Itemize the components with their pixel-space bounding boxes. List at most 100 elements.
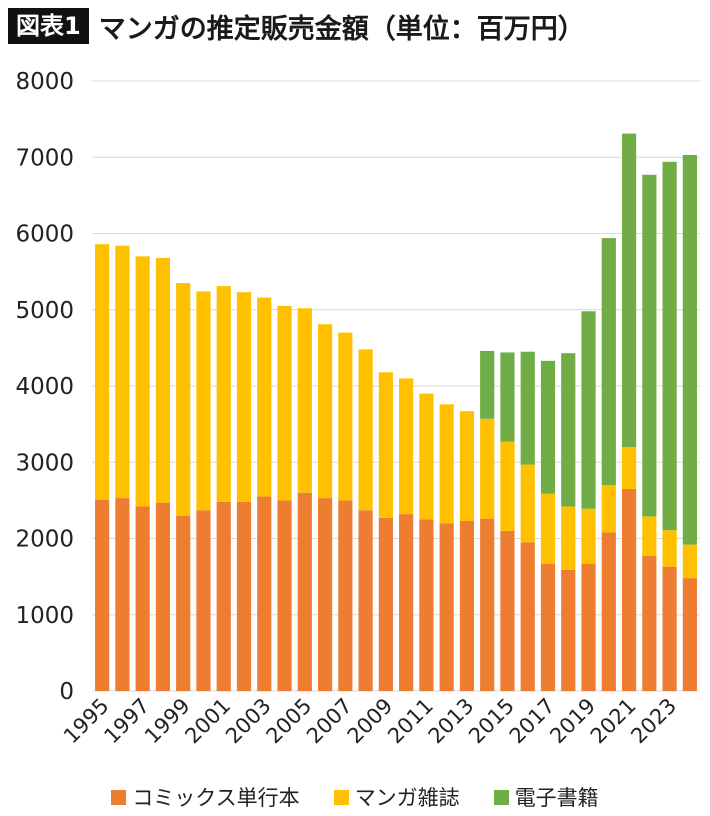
bar-magazines-2016 xyxy=(520,464,535,543)
bar-comics-2008 xyxy=(358,510,373,691)
title-row: 図表1 マンガの推定販売金額（単位：百万円） xyxy=(8,6,585,46)
bar-ebooks-2017 xyxy=(540,360,556,494)
y-tick-label: 3000 xyxy=(15,450,74,476)
x-tick-label: 2013 xyxy=(424,694,479,749)
bar-ebooks-2019 xyxy=(581,311,596,509)
bar-comics-2018 xyxy=(561,569,576,691)
bar-magazines-2003 xyxy=(257,297,272,497)
bar-comics-2016 xyxy=(520,542,535,691)
legend-label-comics: コミックス単行本 xyxy=(132,786,300,810)
legend-swatch-ebooks xyxy=(493,789,509,805)
bar-magazines-2006 xyxy=(317,324,333,499)
stacked-bar-chart: 0100020003000400050006000700080001995199… xyxy=(15,69,700,749)
bar-ebooks-2022 xyxy=(642,174,657,517)
bar-ebooks-2024 xyxy=(682,154,697,545)
bar-magazines-2008 xyxy=(358,349,373,511)
bar-comics-1996 xyxy=(115,498,130,691)
bar-magazines-2004 xyxy=(277,305,292,501)
bar-comics-2005 xyxy=(297,492,312,691)
bar-magazines-2013 xyxy=(459,411,475,521)
bar-magazines-2001 xyxy=(216,286,231,502)
x-tick-label: 2023 xyxy=(626,694,681,749)
bar-comics-2021 xyxy=(621,488,637,691)
bar-comics-2006 xyxy=(317,498,333,691)
bar-comics-2020 xyxy=(601,532,616,691)
x-tick-label: 2019 xyxy=(545,694,600,749)
bar-magazines-2002 xyxy=(236,292,252,502)
bar-magazines-1998 xyxy=(155,257,171,503)
legend-swatch-comics xyxy=(111,789,127,805)
bar-magazines-2021 xyxy=(621,447,637,489)
bar-comics-2003 xyxy=(257,496,272,691)
bar-ebooks-2018 xyxy=(561,353,576,507)
bar-comics-2010 xyxy=(399,514,414,691)
bar-magazines-2009 xyxy=(378,372,393,518)
x-tick-label: 2021 xyxy=(586,694,641,749)
bar-magazines-2023 xyxy=(662,530,677,567)
bar-ebooks-2014 xyxy=(480,350,495,419)
y-tick-label: 7000 xyxy=(15,145,74,171)
legend-item-magazines: マンガ雑誌 xyxy=(333,782,460,812)
bar-comics-2004 xyxy=(277,500,292,691)
bar-comics-2000 xyxy=(196,510,211,691)
bar-comics-2011 xyxy=(419,519,434,691)
bar-ebooks-2016 xyxy=(520,351,535,465)
bar-comics-1997 xyxy=(135,506,150,691)
x-tick-label: 2003 xyxy=(221,694,276,749)
bar-magazines-2018 xyxy=(561,506,576,570)
bar-magazines-1999 xyxy=(176,283,191,516)
bar-comics-2015 xyxy=(500,530,515,691)
x-tick-label: 2015 xyxy=(464,694,519,749)
bar-comics-2023 xyxy=(662,566,677,691)
figure-badge: 図表1 xyxy=(8,8,89,44)
bar-magazines-2022 xyxy=(642,516,657,557)
y-tick-label: 8000 xyxy=(15,69,74,95)
legend-swatch-magazines xyxy=(333,789,349,805)
legend-item-ebooks: 電子書籍 xyxy=(493,782,599,812)
bar-comics-1998 xyxy=(155,502,171,691)
legend-item-comics: コミックス単行本 xyxy=(111,782,300,812)
bar-comics-2014 xyxy=(480,518,495,691)
y-tick-label: 5000 xyxy=(15,298,74,324)
bar-magazines-2010 xyxy=(399,378,414,515)
bar-magazines-2012 xyxy=(439,404,454,524)
y-tick-label: 0 xyxy=(59,679,74,705)
bar-magazines-1997 xyxy=(135,256,150,507)
x-tick-label: 2009 xyxy=(343,694,398,749)
bar-ebooks-2021 xyxy=(621,133,637,448)
bar-magazines-2015 xyxy=(500,441,515,531)
y-tick-label: 4000 xyxy=(15,374,74,400)
x-tick-label: 1997 xyxy=(99,694,154,749)
chart-title: マンガの推定販売金額（単位：百万円） xyxy=(98,13,585,45)
x-tick-label: 2017 xyxy=(505,694,560,749)
bar-comics-2022 xyxy=(642,556,657,691)
legend: コミックス単行本 マンガ雑誌 電子書籍 xyxy=(0,782,710,812)
x-tick-label: 1999 xyxy=(140,694,195,749)
bar-comics-2024 xyxy=(682,578,697,691)
bar-comics-2017 xyxy=(540,563,556,691)
bar-comics-2002 xyxy=(236,501,252,691)
bar-comics-2019 xyxy=(581,563,596,691)
y-tick-label: 2000 xyxy=(15,527,74,553)
bar-magazines-2011 xyxy=(419,393,434,520)
bar-magazines-1996 xyxy=(115,245,130,499)
bar-magazines-2019 xyxy=(581,508,596,564)
y-tick-label: 6000 xyxy=(15,222,74,248)
bar-comics-2013 xyxy=(459,520,475,691)
bar-comics-1995 xyxy=(95,499,110,691)
bar-comics-2012 xyxy=(439,523,454,691)
bar-magazines-2024 xyxy=(682,544,697,579)
bar-magazines-2000 xyxy=(196,291,211,511)
bar-magazines-2017 xyxy=(540,493,556,564)
legend-label-ebooks: 電子書籍 xyxy=(514,786,599,810)
bar-comics-2009 xyxy=(378,517,393,691)
x-tick-label: 2007 xyxy=(302,694,357,749)
bar-magazines-1995 xyxy=(95,244,110,500)
bar-magazines-2007 xyxy=(338,332,353,501)
x-tick-label: 2011 xyxy=(383,694,438,749)
bar-magazines-2014 xyxy=(480,418,495,519)
x-tick-label: 2001 xyxy=(181,694,236,749)
bar-comics-2001 xyxy=(216,501,231,691)
bar-magazines-2005 xyxy=(297,308,312,493)
bar-magazines-2020 xyxy=(601,485,616,533)
